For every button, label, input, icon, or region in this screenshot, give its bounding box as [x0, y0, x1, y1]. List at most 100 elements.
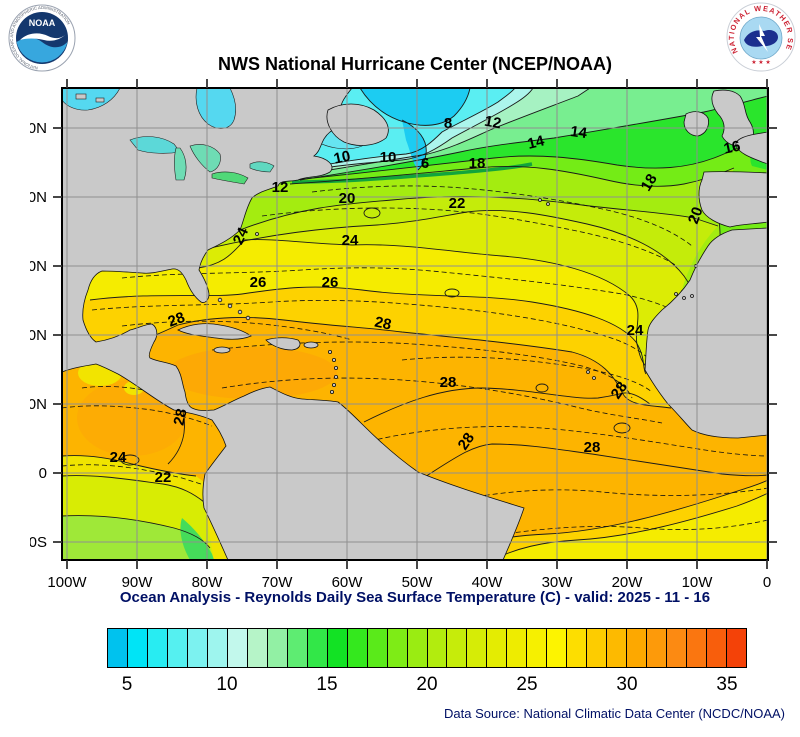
land: [62, 88, 768, 560]
americas-landmass: [62, 88, 525, 560]
colorbar-cell: [206, 629, 227, 667]
inland-waters: [62, 88, 275, 185]
contour-label: 8: [444, 115, 452, 132]
contour-label: 24: [627, 322, 644, 339]
jamaica: [213, 346, 231, 354]
contour-label: 10: [380, 149, 397, 166]
y-axis-label: 10N: [30, 396, 47, 413]
colorbar-cell: [326, 629, 347, 667]
contour-label: 28: [608, 379, 631, 402]
contour-label: 26: [322, 274, 339, 291]
bermuda: [255, 232, 259, 236]
axis-ticks: [53, 79, 777, 569]
newfoundland: [326, 103, 389, 146]
contour-label: 24: [110, 449, 127, 466]
x-axis-label: 20W: [612, 574, 644, 591]
x-axis-label: 90W: [122, 574, 154, 591]
data-source-note: Data Source: National Climatic Data Cent…: [444, 706, 785, 721]
colorbar-cell: [108, 629, 127, 667]
contour-label: 20: [339, 190, 356, 207]
nws-lightning-icon: [756, 24, 768, 52]
y-axis-label: 20N: [30, 327, 47, 344]
colorbar-cell: [566, 629, 587, 667]
nws-stars: ★ ★ ★: [751, 59, 770, 66]
colorbar-cell: [486, 629, 507, 667]
contour-label: 28: [373, 314, 393, 334]
colorbar-cell: [226, 629, 247, 667]
colorbar-cell: [186, 629, 207, 667]
colorbar-cell: [686, 629, 707, 667]
grid-lines: [62, 88, 768, 560]
colorbar-cell: [726, 629, 746, 667]
colorbar-cell: [446, 629, 467, 667]
puerto-rico: [303, 341, 319, 349]
dashed-contours: [62, 185, 768, 537]
contour-label: 24: [342, 232, 359, 249]
colorbar-cell: [266, 629, 287, 667]
contour-label: 28: [171, 407, 191, 427]
noaa-logo: NATIONAL OCEANIC AND ATMOSPHERIC ADMINIS…: [6, 0, 76, 72]
colorbar-tick-label: 35: [716, 674, 738, 695]
iberia: [698, 171, 768, 228]
contour-label: 22: [449, 195, 466, 212]
africa: [644, 227, 768, 439]
colorbar-cell: [426, 629, 447, 667]
colorbar-cell: [366, 629, 387, 667]
colorbar-cell: [526, 629, 547, 667]
lake-michigan: [174, 147, 187, 181]
colorbar-cell: [546, 629, 567, 667]
map-caption: Ocean Analysis - Reynolds Daily Sea Surf…: [119, 589, 711, 606]
colorbar-cell: [646, 629, 667, 667]
contour-label: 24: [230, 224, 253, 247]
x-axis-label: 60W: [332, 574, 364, 591]
map-frame: [61, 87, 769, 561]
lake-ontario: [249, 161, 275, 173]
colorbar-labels: 5 10 15 20 25 30 35: [107, 668, 747, 698]
contour-label: 14: [569, 123, 589, 142]
colorbar-tick-label: 30: [616, 674, 638, 695]
y-axis-label: 0: [39, 465, 47, 482]
colorbar-cell: [466, 629, 487, 667]
x-axis-label: 100W: [47, 574, 87, 591]
nws-logo: NATIONAL WEATHER SERVICE ★ ★ ★: [723, 0, 796, 72]
y-axis-label: 50N: [30, 120, 47, 137]
contour-label: 12: [272, 179, 289, 196]
colorbar-tick-label: 10: [216, 674, 238, 695]
contour-label: 6: [421, 155, 429, 172]
colorbar-cell: [586, 629, 607, 667]
colorbar-cell: [506, 629, 527, 667]
contour-label: 12: [483, 113, 502, 133]
contour-label: 28: [440, 374, 457, 391]
contour-label: 14: [526, 132, 547, 153]
colorbar-cells: [107, 628, 747, 668]
contour-label: 28: [166, 309, 187, 331]
france: [735, 131, 768, 165]
colorbar-tick-label: 20: [416, 674, 438, 695]
contour-label: 26: [250, 274, 267, 291]
colorbar-cell: [126, 629, 147, 667]
colorbar-tick-label: 5: [121, 674, 133, 695]
colorbar-cell: [166, 629, 187, 667]
colorbar-tick-label: 15: [316, 674, 338, 695]
colorbar-cell: [146, 629, 167, 667]
colorbar: 5 10 15 20 25 30 35: [107, 628, 747, 704]
colorbar-cell: [386, 629, 407, 667]
colorbar-cell: [346, 629, 367, 667]
x-axis-label: 70W: [262, 574, 294, 591]
y-axis-label: 40N: [30, 189, 47, 206]
colorbar-cell: [286, 629, 307, 667]
contour-label: 18: [638, 171, 661, 194]
colorbar-cell: [306, 629, 327, 667]
colorbar-cell: [246, 629, 267, 667]
colorbar-cell: [706, 629, 727, 667]
contour-labels: 8 12 10 10 6 18 14 14 16 12 18 22 20 20 24 24 26 26 28 28 24…: [110, 113, 742, 486]
page-title: NWS National Hurricane Center (NCEP/NOAA…: [217, 54, 613, 74]
y-axis-label: 30N: [30, 258, 47, 275]
contour-label: 28: [584, 439, 601, 456]
x-axis-label: 0: [763, 574, 771, 591]
colorbar-cell: [626, 629, 647, 667]
x-axis-label: 50W: [402, 574, 434, 591]
noaa-gull-icon: [20, 33, 66, 41]
colorbar-cell: [666, 629, 687, 667]
